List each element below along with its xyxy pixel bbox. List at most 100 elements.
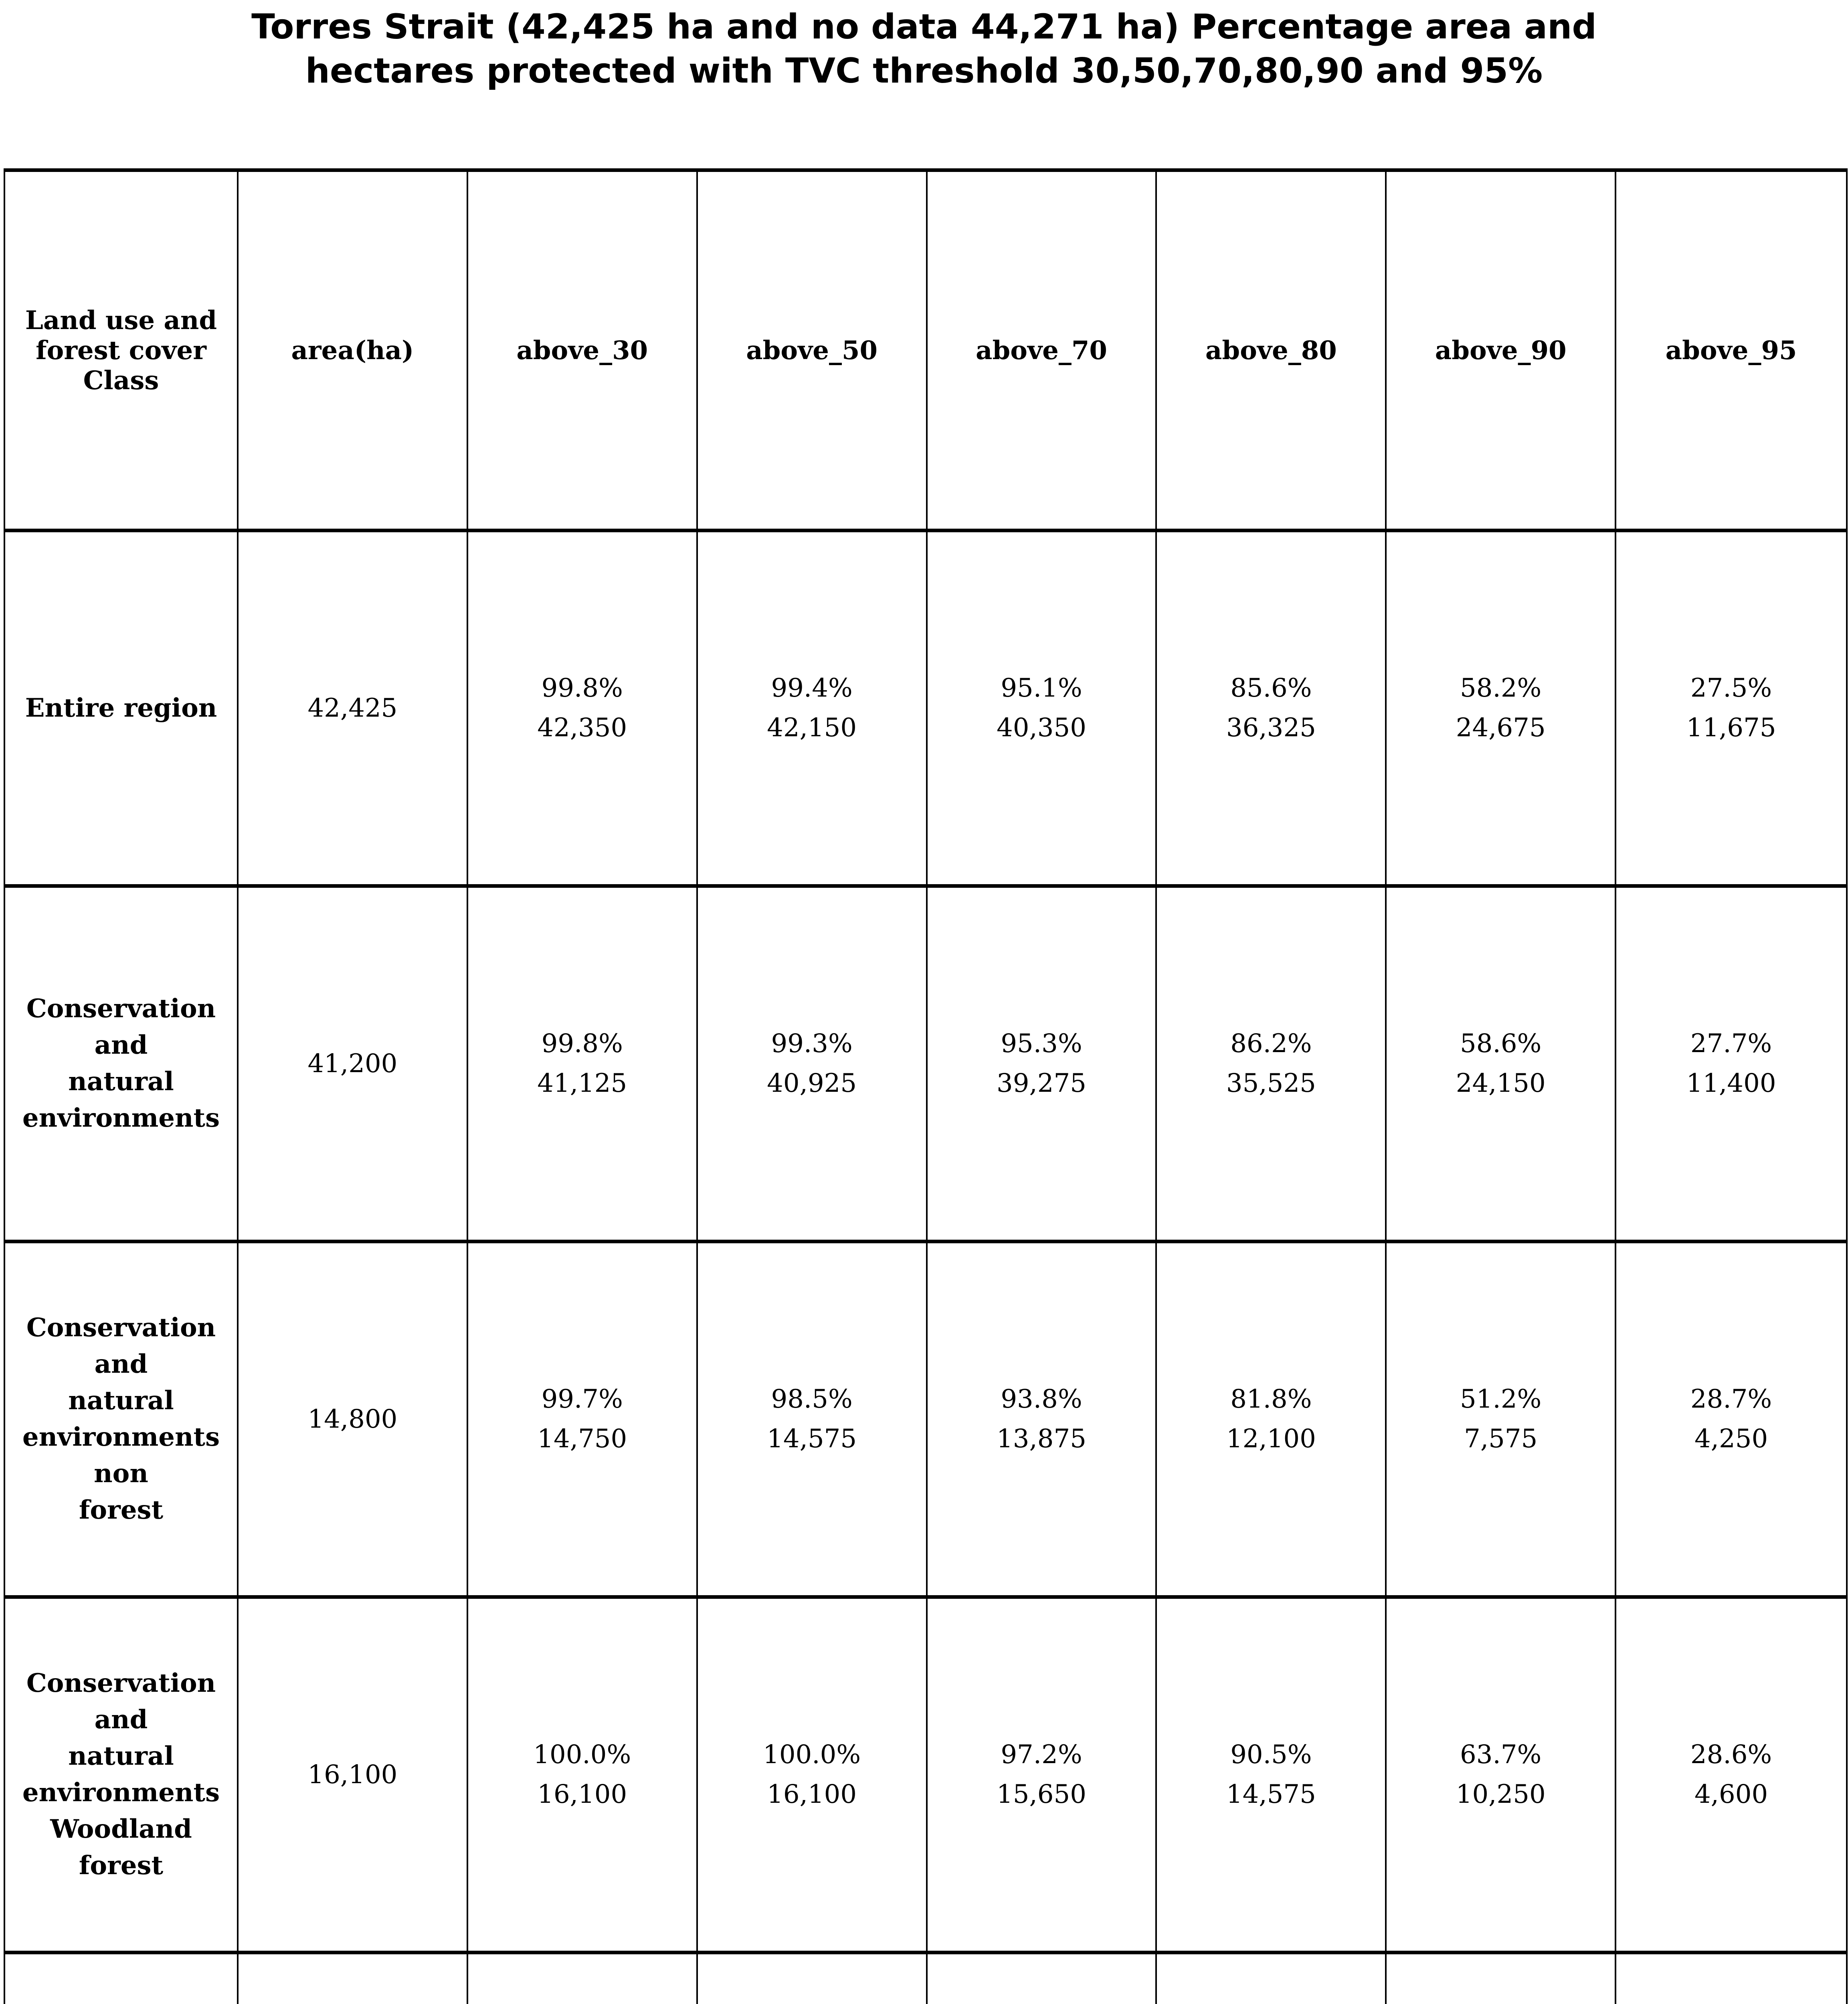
title-line-1: Torres Strait (42,425 ha and no data 44,…	[251, 7, 1597, 47]
title-line-2: hectares protected with TVC threshold 30…	[305, 51, 1543, 91]
data-cell: 61.4%6,325	[1387, 1954, 1617, 2004]
pct-value: 51.2%	[1460, 1384, 1542, 1414]
pct-value: 28.7%	[1690, 1384, 1772, 1414]
ha-value: 16,100	[767, 1780, 857, 1809]
data-cell: 51.2% 7,575	[1387, 1243, 1617, 1595]
column-header-above90: above_90	[1387, 172, 1617, 529]
data-cell: 95.3% 39,275	[928, 888, 1157, 1240]
ha-value: 35,525	[1226, 1069, 1316, 1098]
table-header-row: Land use and forest cover Class area(ha)…	[5, 172, 1846, 532]
column-header-area: area(ha)	[239, 172, 468, 529]
row-label: Conservation and natural environments Fo…	[5, 1954, 239, 2004]
ha-value: 11,400	[1686, 1069, 1776, 1098]
row-label: Conservation and natural environments Wo…	[5, 1599, 239, 1951]
data-cell: 27.7% 11,400	[1616, 888, 1846, 1240]
ha-value: 4,600	[1694, 1780, 1768, 1809]
ha-value: 42,150	[767, 713, 857, 743]
column-header-above70: above_70	[928, 172, 1157, 529]
data-cell: 99.7% 14,750	[468, 1243, 698, 1595]
data-cell: 98.5% 14,575	[698, 1243, 928, 1595]
pct-value: 63.7%	[1460, 1739, 1542, 1770]
data-cell: 99.3% 40,925	[698, 888, 928, 1240]
area-cell: 42,425	[239, 532, 468, 884]
data-cell: 81.8% 12,100	[1157, 1243, 1387, 1595]
pct-value: 95.1%	[1001, 673, 1082, 703]
data-cell: 93.8% 13,875	[928, 1243, 1157, 1595]
data-cell: 99.8% 42,350	[468, 532, 698, 884]
row-label: Entire region	[5, 532, 239, 884]
data-cell: 99.5%10,250	[698, 1954, 928, 2004]
pct-value: 100.0%	[533, 1739, 631, 1770]
ha-value: 11,675	[1686, 713, 1776, 743]
ha-value: 24,675	[1456, 713, 1546, 743]
data-cell: 100.0% 16,100	[468, 1599, 698, 1951]
column-header-above50: above_50	[698, 172, 928, 529]
pct-value: 99.8%	[541, 673, 623, 703]
column-header-above95: above_95	[1665, 335, 1797, 366]
ha-value: 41,125	[537, 1069, 627, 1098]
area-cell: 10,300	[239, 1954, 468, 2004]
ha-value: 40,925	[767, 1069, 857, 1098]
area-cell: 41,200	[239, 888, 468, 1240]
data-cell: 58.6% 24,150	[1387, 888, 1617, 1240]
table-row: Conservation and natural environments Wo…	[5, 1599, 1846, 1954]
data-cell: 27.5% 11,675	[1616, 532, 1846, 884]
ha-value: 12,100	[1226, 1424, 1316, 1454]
data-cell: 85.6% 36,325	[1157, 532, 1387, 884]
table-row: Conservation and natural environments 41…	[5, 888, 1846, 1243]
ha-value: 14,750	[537, 1424, 627, 1454]
pct-value: 99.3%	[771, 1028, 853, 1059]
data-cell: 90.5% 14,575	[1157, 1599, 1387, 1951]
data-cell: 86.2% 35,525	[1157, 888, 1387, 1240]
ha-value: 4,250	[1694, 1424, 1768, 1454]
column-header-class: Land use and forest cover Class	[5, 172, 239, 529]
pct-value: 81.8%	[1230, 1384, 1312, 1414]
data-cell: 28.7% 4,250	[1616, 1243, 1846, 1595]
pct-value: 85.6%	[1230, 673, 1312, 703]
pct-value: 27.7%	[1690, 1028, 1772, 1059]
pct-value: 28.6%	[1690, 1739, 1772, 1770]
ha-value: 42,350	[537, 713, 627, 743]
pct-value: 100.0%	[763, 1739, 861, 1770]
column-header-above30: above_30	[468, 172, 698, 529]
table-row: Conservation and natural environments Fo…	[5, 1954, 1846, 2004]
data-table: Land use and forest cover Class area(ha)…	[4, 168, 1848, 2004]
page-title: Torres Strait (42,425 ha and no data 44,…	[0, 5, 1848, 93]
pct-value: 98.5%	[771, 1384, 853, 1414]
pct-value: 58.6%	[1460, 1028, 1542, 1059]
pct-value: 58.2%	[1460, 673, 1542, 703]
area-cell: 14,800	[239, 1243, 468, 1595]
pct-value: 99.7%	[541, 1384, 623, 1414]
ha-value: 13,875	[997, 1424, 1086, 1454]
ha-value: 40,350	[997, 713, 1086, 743]
data-cell: 100.0% 16,100	[698, 1599, 928, 1951]
ha-value: 36,325	[1226, 713, 1316, 743]
data-cell: 85.9%8,850	[1157, 1954, 1387, 2004]
pct-value: 27.5%	[1690, 673, 1772, 703]
ha-value: 15,650	[997, 1780, 1086, 1809]
pct-value: 90.5%	[1230, 1739, 1312, 1770]
pct-value: 93.8%	[1001, 1384, 1082, 1414]
ha-value: 7,575	[1464, 1424, 1538, 1454]
pct-value: 95.3%	[1001, 1028, 1082, 1059]
pct-value: 99.4%	[771, 673, 853, 703]
data-cell: 63.7% 10,250	[1387, 1599, 1617, 1951]
ha-value: 14,575	[767, 1424, 857, 1454]
pct-value: 99.8%	[541, 1028, 623, 1059]
ha-value: 14,575	[1226, 1780, 1316, 1809]
data-cell: 94.7%9,750	[928, 1954, 1157, 2004]
ha-value: 10,250	[1456, 1780, 1546, 1809]
ha-value: 16,100	[537, 1780, 627, 1809]
ha-value: 39,275	[997, 1069, 1086, 1098]
data-cell: 24.8%2,550	[1616, 1954, 1846, 2004]
data-cell: 97.2% 15,650	[928, 1599, 1157, 1951]
data-cell: 99.8% 41,125	[468, 888, 698, 1240]
data-cell: 99.4% 42,150	[698, 532, 928, 884]
row-label: Conservation and natural environments no…	[5, 1243, 239, 1595]
row-label: Conservation and natural environments	[5, 888, 239, 1240]
column-header-above80: above_80	[1157, 172, 1387, 529]
pct-value: 97.2%	[1001, 1739, 1082, 1770]
data-cell: 99.8%10,275	[468, 1954, 698, 2004]
table-row: Conservation and natural environments no…	[5, 1243, 1846, 1599]
